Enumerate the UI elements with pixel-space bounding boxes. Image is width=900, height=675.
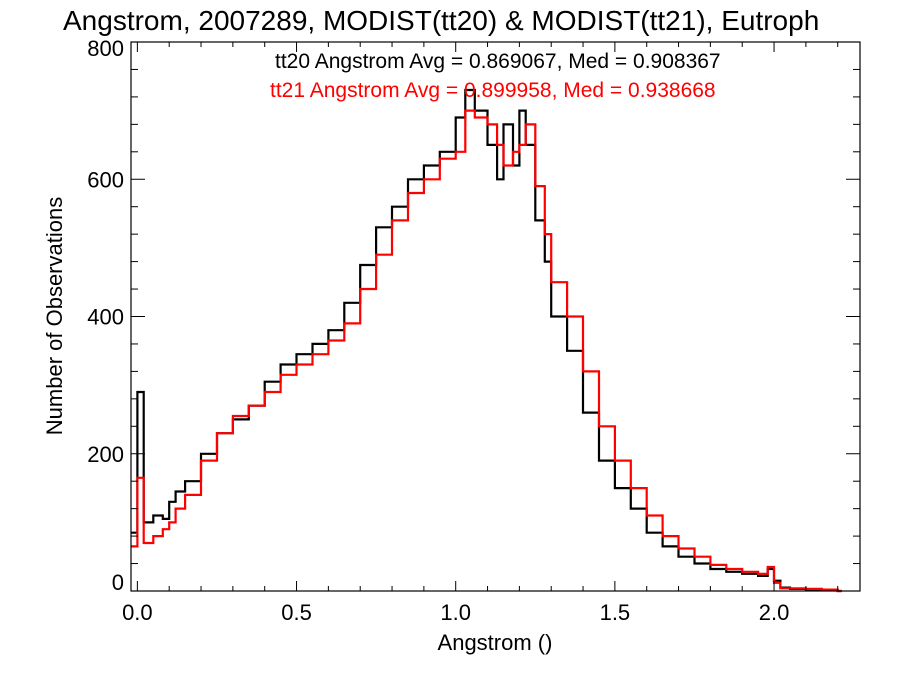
x-axis-label: Angstrom () xyxy=(438,630,553,655)
chart-title: Angstrom, 2007289, MODIST(tt20) & MODIST… xyxy=(63,5,819,36)
y-tick-label: 200 xyxy=(87,442,124,467)
legend-tt21-stats: tt21 Angstrom Avg = 0.899958, Med = 0.93… xyxy=(270,79,716,102)
series-line-tt21 xyxy=(131,109,842,593)
plot-lines xyxy=(131,88,842,593)
x-tick-label: 0.5 xyxy=(281,600,312,625)
y-tick-label: 800 xyxy=(87,36,124,61)
y-tick-label: 600 xyxy=(87,167,124,192)
legend-tt20-stats: tt20 Angstrom Avg = 0.869067, Med = 0.90… xyxy=(275,50,721,73)
x-tick-label: 2.0 xyxy=(759,600,790,625)
axis-ticks xyxy=(131,41,860,592)
x-tick-label: 1.5 xyxy=(600,600,631,625)
y-tick-label: 0 xyxy=(112,570,124,595)
y-tick-labels: 0 200 400 600 800 xyxy=(87,36,124,595)
x-tick-labels: 0.0 0.5 1.0 1.5 2.0 xyxy=(122,600,789,625)
y-axis-label: Number of Observations xyxy=(42,197,67,435)
series-line-tt20 xyxy=(131,88,842,593)
y-tick-label: 400 xyxy=(87,305,124,330)
x-tick-label: 0.0 xyxy=(122,600,153,625)
x-tick-label: 1.0 xyxy=(440,600,471,625)
